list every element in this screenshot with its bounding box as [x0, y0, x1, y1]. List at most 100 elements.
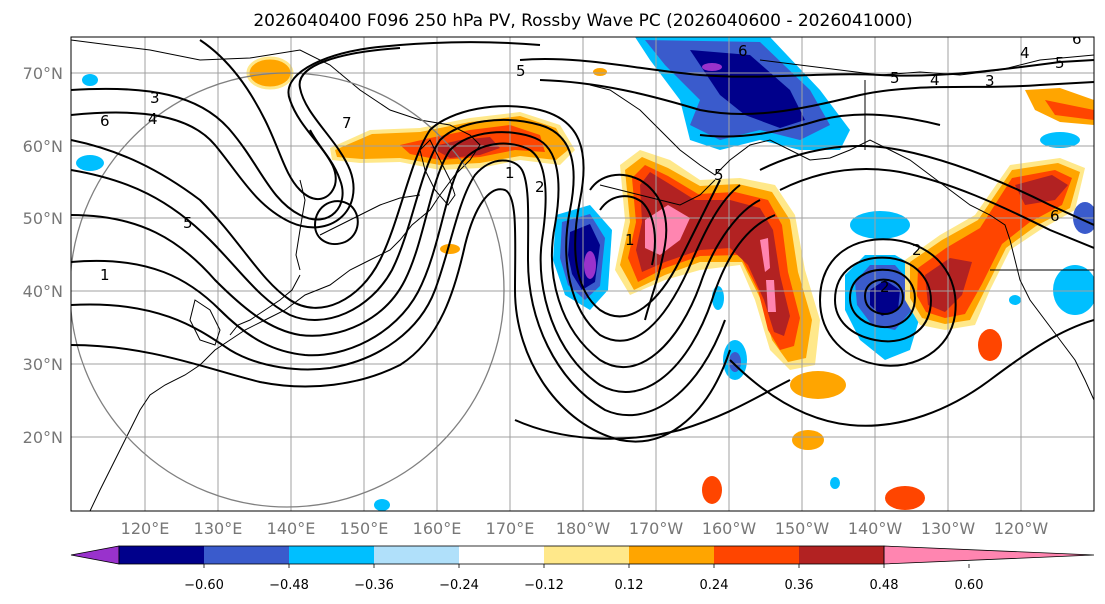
contour-label-12: 6 — [1050, 207, 1060, 225]
contour-jet-3 — [71, 131, 761, 368]
shade-small-4 — [885, 486, 925, 510]
shade-small-11 — [1053, 265, 1094, 315]
colorbar-segment — [544, 546, 629, 564]
shade-small-2 — [792, 430, 824, 450]
pv-contours — [71, 39, 1094, 443]
lat-label-70: 70°N — [23, 64, 63, 83]
contour-low-outer — [818, 238, 957, 367]
colorbar-segment — [289, 546, 374, 564]
map-area: 6 4 3 1 5 2 6 5 7 1 5 6 5 3 4 2 6 5 4 1 … — [71, 30, 1094, 511]
coast-arctic — [759, 54, 1094, 76]
range-circle — [71, 72, 505, 508]
cb-label-6: 0.24 — [700, 578, 729, 593]
cb-label-4: −0.12 — [524, 578, 564, 593]
lon-label-170e: 170°E — [486, 519, 535, 538]
cb-label-9: 0.60 — [955, 578, 984, 593]
colorbar-tick-labels: −0.60 −0.48 −0.36 −0.24 −0.12 0.12 0.24 … — [184, 578, 983, 593]
lon-label-150w: 150°W — [775, 519, 830, 538]
cb-label-3: −0.24 — [439, 578, 479, 593]
chart-title: 2026040400 F096 250 hPa PV, Rossby Wave … — [253, 11, 912, 31]
contour-label-19: 4 — [930, 71, 940, 89]
contour-label-6: 2 — [912, 241, 922, 259]
colorbar-segment — [374, 546, 459, 564]
coast-korea — [189, 299, 221, 346]
cb-label-7: 0.36 — [785, 578, 814, 593]
coast-alaska — [589, 84, 1011, 241]
shade-arctic-pos-2 — [593, 68, 607, 76]
contour-label-2: 4 — [148, 110, 158, 128]
contour-ridge-2 — [779, 168, 1094, 249]
shade-small-14 — [82, 74, 98, 86]
contour-polar-1 — [519, 57, 1094, 78]
contour-polar-2 — [539, 79, 1094, 115]
shade-nepac-pos-dark2 — [1015, 175, 1068, 205]
cb-label-5: 0.12 — [615, 578, 644, 593]
shade-small-3 — [702, 476, 722, 504]
contour-ridge-1 — [759, 145, 1094, 226]
coast-asia — [71, 39, 481, 511]
lat-label-60: 60°N — [23, 137, 63, 156]
lon-label-140e: 140°E — [267, 519, 316, 538]
contour-low-2 — [848, 268, 916, 328]
contour-label-18: 5 — [714, 166, 724, 184]
shade-small-9 — [850, 211, 910, 239]
coast-namerica — [1009, 239, 1094, 401]
contour-low-1 — [833, 256, 932, 343]
contour-south-2 — [514, 379, 791, 440]
contour-label-15: 4 — [1020, 44, 1030, 62]
colorbar-ticks — [203, 564, 970, 568]
contour-label-20: 1 — [625, 231, 635, 249]
lat-label-20: 20°N — [23, 428, 63, 447]
lon-label-120e: 120°E — [121, 519, 170, 538]
lon-label-180w: 180°W — [556, 519, 611, 538]
cb-label-0: −0.60 — [184, 578, 224, 593]
contour-label-7: 6 — [738, 42, 748, 60]
shade-bering-pos-pink3 — [766, 280, 776, 312]
map-frame — [70, 36, 1095, 512]
contour-label-8: 5 — [516, 62, 526, 80]
contour-upper-3 — [199, 39, 337, 200]
shade-small-6 — [440, 244, 460, 254]
contour-label-21: 2 — [880, 278, 890, 296]
colorbar-segment — [799, 546, 884, 564]
lat-label-50: 50°N — [23, 209, 63, 228]
lon-label-130w: 130°W — [921, 519, 976, 538]
y-axis-labels: 70°N 60°N 50°N 40°N 30°N 20°N — [23, 64, 63, 447]
contour-jet-4 — [71, 142, 776, 393]
lon-label-130e: 130°E — [194, 519, 243, 538]
colorbar-extend-low — [70, 545, 120, 565]
shade-small-18 — [830, 477, 840, 489]
contour-label-13: 5 — [1055, 54, 1065, 72]
lon-label-160w: 160°W — [702, 519, 757, 538]
contour-upper-2 — [71, 47, 401, 229]
contour-upper-1 — [71, 41, 541, 221]
contour-label-1: 6 — [100, 112, 110, 130]
shade-small-17 — [1009, 295, 1021, 305]
contour-label-10: 1 — [505, 164, 515, 182]
contour-label-14: 3 — [985, 72, 995, 90]
coast-japan — [229, 274, 301, 336]
contour-jet-2 — [71, 119, 741, 342]
contour-closed-1 — [313, 200, 359, 245]
shade-small-1 — [790, 371, 846, 399]
shade-bering-pos-pink2 — [760, 238, 770, 272]
shade-nepac-neg-dark — [870, 280, 900, 316]
colorbar-outline — [118, 545, 885, 565]
colorbar-segment — [714, 546, 799, 564]
shade-small-16 — [374, 499, 390, 511]
contour-label-3: 3 — [150, 89, 160, 107]
lon-label-150e: 150°E — [340, 519, 389, 538]
colorbar: −0.60 −0.48 −0.36 −0.24 −0.12 0.12 0.24 … — [70, 545, 1095, 593]
colorbar-segment — [629, 546, 714, 564]
shade-arctic-pos-3b — [1045, 100, 1094, 120]
coast-kamchatka — [419, 139, 456, 206]
cb-label-8: 0.48 — [870, 578, 899, 593]
contour-label-17: 6 — [1072, 30, 1082, 48]
contour-jet-1 — [71, 105, 721, 318]
shade-small-15 — [76, 155, 104, 171]
contour-low-3 — [863, 278, 904, 315]
coastlines — [71, 39, 1094, 511]
contour-label-16: 2 — [535, 178, 545, 196]
contour-label-5: 5 — [183, 214, 193, 232]
